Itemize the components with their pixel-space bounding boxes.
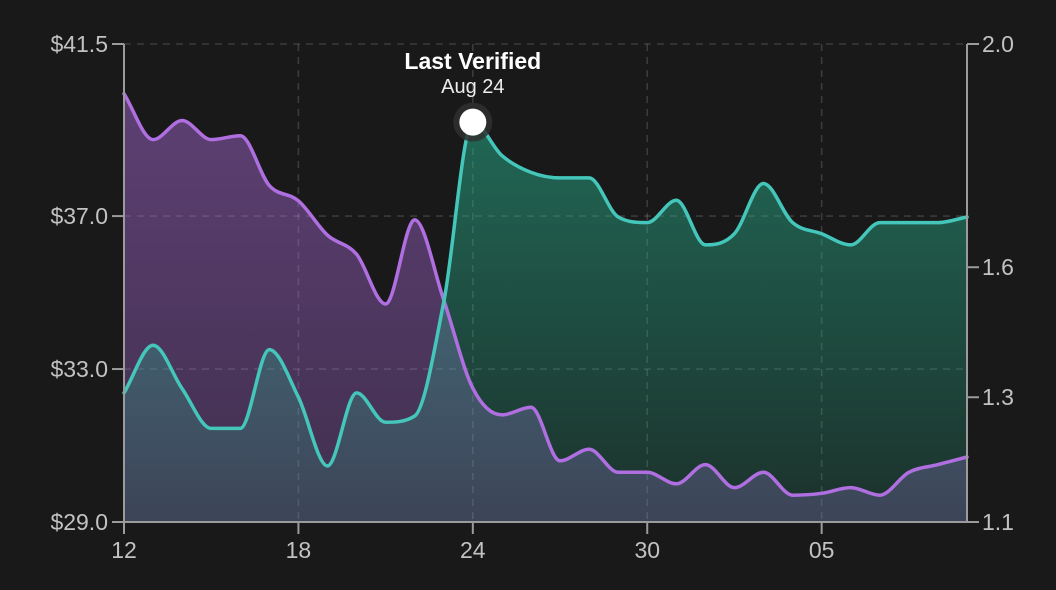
y-right-label-1: 1.6 <box>982 254 1014 281</box>
x-label-0: 12 <box>111 537 137 563</box>
ratio-line <box>122 120 969 468</box>
x-label-3: 30 <box>634 537 661 563</box>
y-right-label-0: 2.0 <box>982 31 1014 57</box>
axes <box>112 43 979 534</box>
price-usd-area-fill <box>124 93 967 522</box>
x-label-1: 18 <box>285 537 312 563</box>
x-label-4: 05 <box>808 537 835 563</box>
y-left-label-3: $29.0 <box>50 509 108 535</box>
ratio-area-fill <box>124 122 967 522</box>
y-left-label-2: $33.0 <box>50 356 108 383</box>
price-usd-line <box>122 91 969 497</box>
last-verified-marker-ring-icon <box>453 102 493 142</box>
y-left-label-1: $37.0 <box>50 203 108 230</box>
x-label-2: 24 <box>460 537 486 563</box>
last-verified-marker-dot-icon[interactable] <box>459 108 487 136</box>
y-right-label-2: 1.3 <box>982 384 1014 411</box>
y-left-label-0: $41.5 <box>50 31 108 57</box>
y-right-label-3: 1.1 <box>982 509 1014 535</box>
